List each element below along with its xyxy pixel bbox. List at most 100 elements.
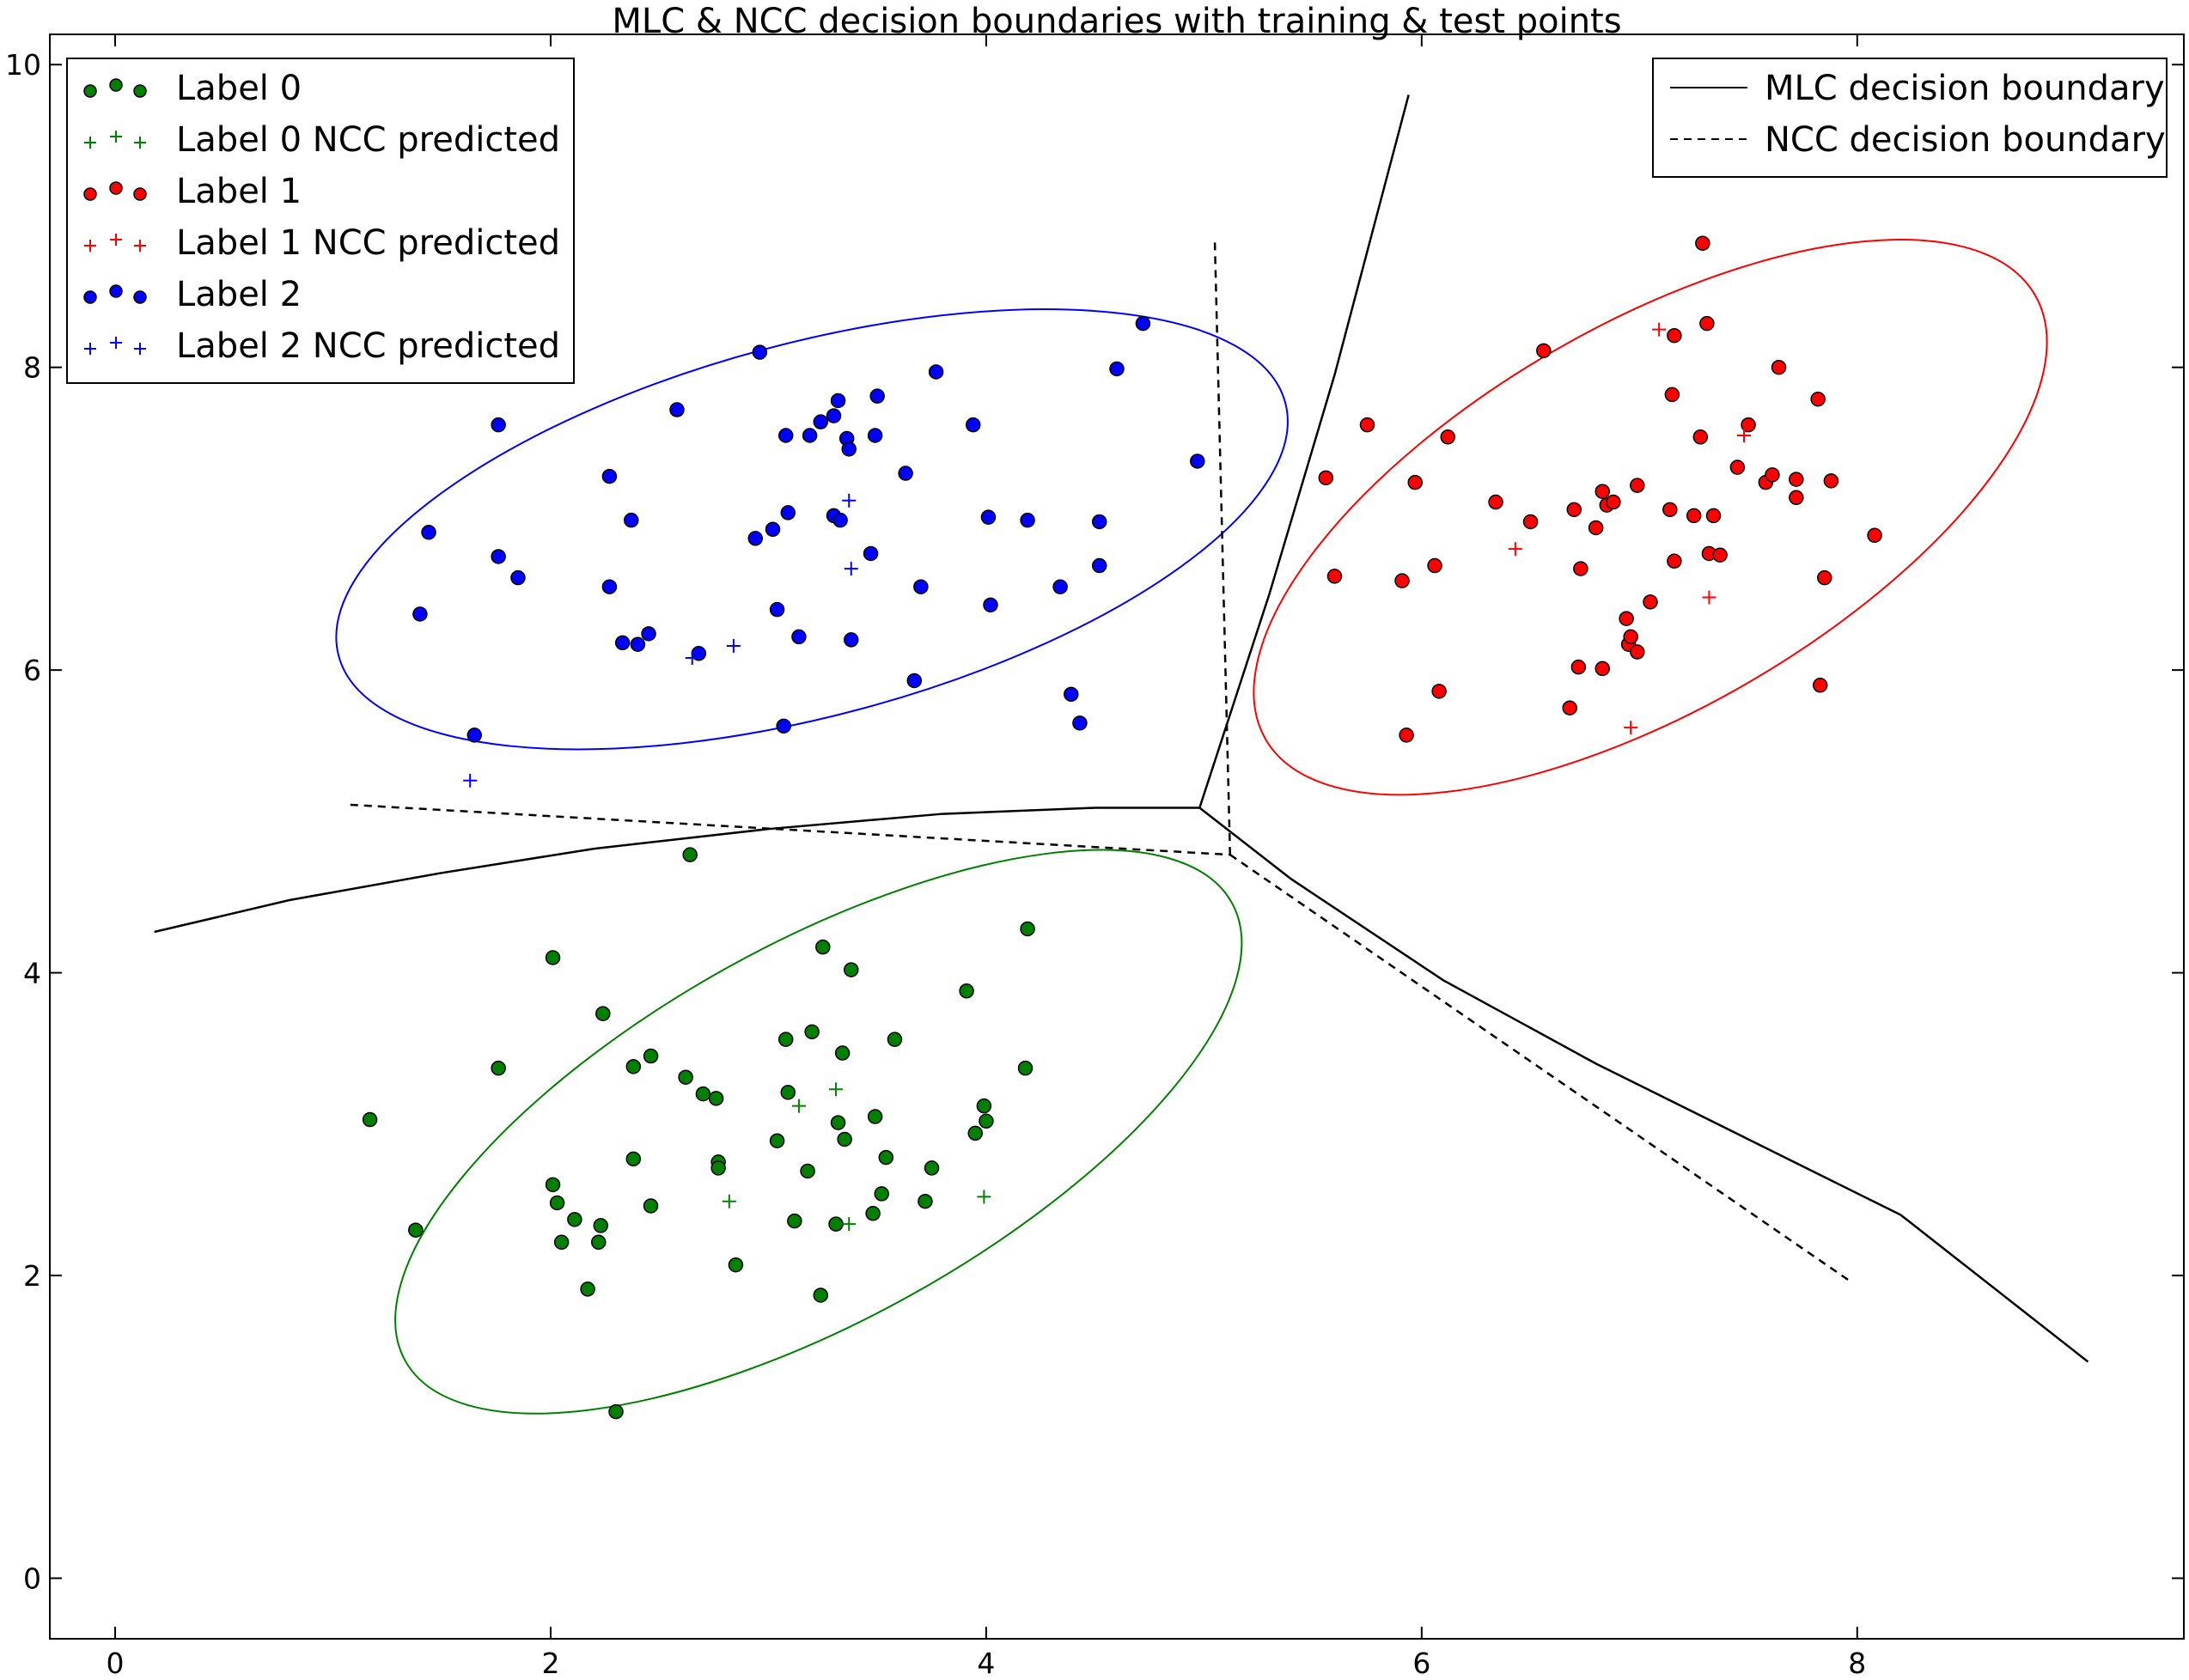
ellipse-label-1 [1253, 239, 2048, 796]
label-0-point [865, 1206, 881, 1221]
label-2-point [983, 597, 998, 613]
legend-marker-plus [84, 240, 96, 252]
label-1-point [1789, 490, 1804, 506]
legend-entry: Label 0 [83, 69, 302, 108]
label-1-point [1431, 684, 1447, 699]
label-0-point [643, 1048, 659, 1064]
legend-label: NCC decision boundary [1765, 120, 2166, 160]
label-1-point [1536, 343, 1552, 359]
label-2-point [765, 521, 781, 538]
legend-entry: Label 1 [83, 172, 302, 211]
label-0-point [769, 1133, 785, 1148]
label-1-point [1562, 700, 1577, 715]
label-2-point [1109, 361, 1125, 377]
label-1-point [1867, 527, 1882, 544]
label-0-ncc-predicted-point [722, 1194, 736, 1208]
label-1-point [1810, 391, 1826, 407]
label-0-point [549, 1195, 565, 1211]
label-2-point [466, 727, 483, 743]
y-tick-label: 10 [5, 48, 41, 82]
label-1-point [1812, 678, 1828, 693]
label-2-point [802, 428, 818, 443]
label-0-ncc-predicted-point [829, 1082, 844, 1097]
label-2-ncc-predicted-point [685, 651, 699, 666]
label-0-point [682, 847, 698, 862]
mlc-boundary-segment [1198, 807, 2089, 1363]
ncc-boundary-segment [1229, 854, 1854, 1284]
label-0-point [553, 1234, 570, 1251]
label-2-point [641, 626, 656, 642]
label-0-point [678, 1069, 693, 1085]
ellipse-label-0 [394, 849, 1243, 1415]
label-1-point [1394, 573, 1410, 588]
label-0-point [834, 1045, 851, 1061]
label-2-point [1091, 514, 1107, 530]
label-2-point [630, 636, 646, 652]
label-2-point [826, 408, 842, 423]
label-0-point [708, 1091, 724, 1106]
label-2-point [491, 417, 506, 433]
label-1-point [1705, 508, 1722, 524]
label-2-point [752, 344, 768, 360]
label-2-point [832, 512, 848, 528]
legend-left-frame [66, 58, 575, 384]
label-0-point [780, 1085, 796, 1100]
label-1-point [1566, 502, 1582, 518]
label-2-point [780, 505, 796, 520]
label-2-point [747, 531, 763, 546]
label-0-point [844, 962, 859, 977]
label-1-point [1488, 494, 1503, 510]
label-2-point [1052, 579, 1068, 594]
label-0-point [830, 1115, 846, 1130]
legend-marker-plus [134, 343, 146, 355]
label-0-point [408, 1222, 424, 1238]
label-0-point [710, 1160, 726, 1176]
label-2-point [906, 673, 923, 689]
label-0-point [887, 1032, 903, 1047]
label-0-point [590, 1234, 607, 1251]
legend-entry: Label 0 NCC predicted [84, 120, 560, 160]
label-1-point [1741, 417, 1756, 433]
legend-label: Label 1 NCC predicted [176, 223, 560, 263]
legend-label: Label 2 NCC predicted [176, 326, 560, 366]
legend-marker-plus [110, 131, 122, 143]
legend-label: MLC decision boundary [1765, 69, 2165, 108]
label-2-point [791, 629, 807, 645]
label-2-point [412, 606, 428, 622]
legend-marker-plus [84, 343, 96, 355]
label-2-ncc-predicted-point [844, 562, 858, 576]
label-1-point [1667, 553, 1682, 569]
legend-label: Label 2 [176, 275, 302, 314]
label-0-point [491, 1060, 506, 1076]
legend-marker-circle [133, 187, 147, 201]
label-1-ncc-predicted-point [1624, 721, 1638, 735]
label-2-point [844, 632, 859, 648]
label-0-point [593, 1218, 609, 1233]
y-tick-label: 0 [23, 1562, 41, 1596]
label-1-ncc-predicted-point [1702, 590, 1716, 605]
label-2-point [980, 509, 997, 525]
legend-entry: Label 1 NCC predicted [84, 223, 560, 263]
legend-marker-circle [83, 290, 97, 304]
label-2-point [869, 388, 885, 404]
label-2-point [830, 393, 846, 409]
legend-marker-circle [133, 290, 147, 304]
legend-marker-circle [83, 187, 97, 201]
label-1-point [1619, 611, 1634, 626]
label-0-point [924, 1160, 940, 1176]
label-2-point [1020, 512, 1035, 528]
label-1-point [1522, 514, 1539, 530]
label-2-point [1190, 453, 1205, 469]
chart-title: MLC & NCC decision boundaries with train… [612, 2, 1621, 41]
label-1-point [1588, 520, 1604, 536]
label-2-point [863, 545, 879, 562]
label-0-point [878, 1149, 894, 1166]
y-tick-label: 6 [23, 654, 41, 687]
label-0-point [643, 1198, 659, 1214]
label-0-point [976, 1098, 992, 1114]
label-2-point [624, 512, 639, 528]
label-1-point [1606, 494, 1621, 510]
label-1-point [1667, 327, 1682, 344]
legend-marker-circle [133, 84, 147, 98]
label-2-point [928, 364, 944, 380]
